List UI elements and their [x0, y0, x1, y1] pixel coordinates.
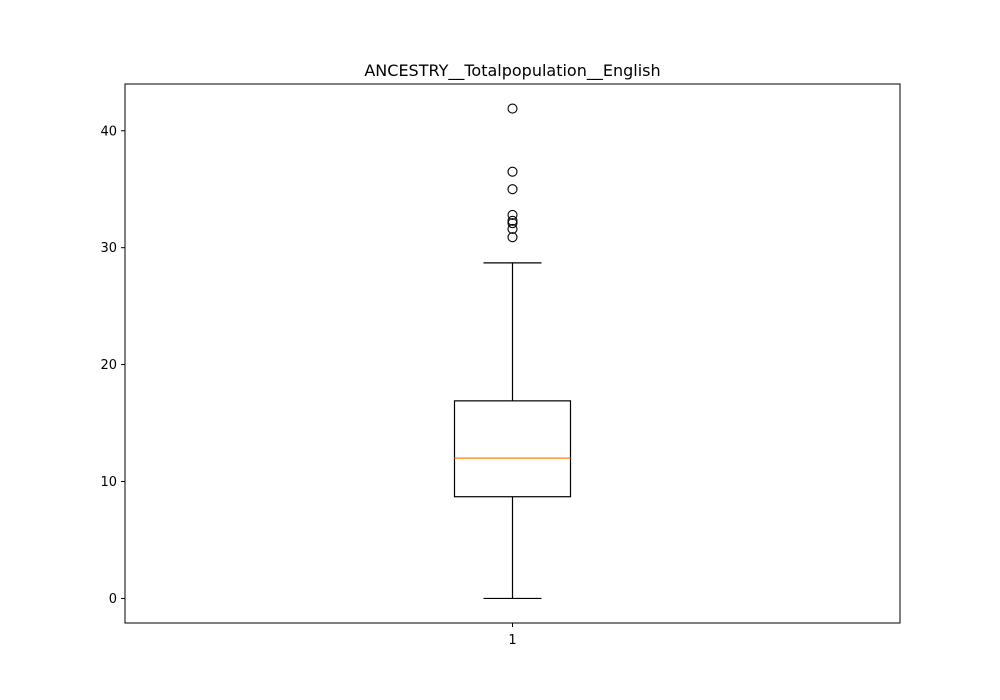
outlier-point	[507, 166, 518, 177]
outlier-point	[507, 223, 518, 235]
outlier-point	[507, 103, 518, 114]
y-tick-label: 40	[100, 124, 117, 139]
y-tick-label: 30	[100, 241, 117, 256]
y-axis: 0 10 20 30 40	[100, 124, 125, 607]
outlier-point	[507, 209, 518, 221]
y-tick-label: 0	[109, 592, 117, 607]
x-axis: 1	[508, 623, 517, 648]
outlier-point	[507, 184, 518, 195]
outlier-point	[507, 218, 518, 229]
iqr-box	[453, 400, 572, 498]
chart-title: ANCESTRY__Totalpopulation__English	[364, 61, 660, 81]
y-tick-label: 20	[100, 358, 117, 373]
y-tick-label: 10	[100, 475, 117, 490]
x-tick-label: 1	[508, 633, 516, 648]
outlier-point	[507, 232, 518, 243]
outlier-point	[507, 215, 518, 226]
plot-area	[453, 103, 572, 600]
